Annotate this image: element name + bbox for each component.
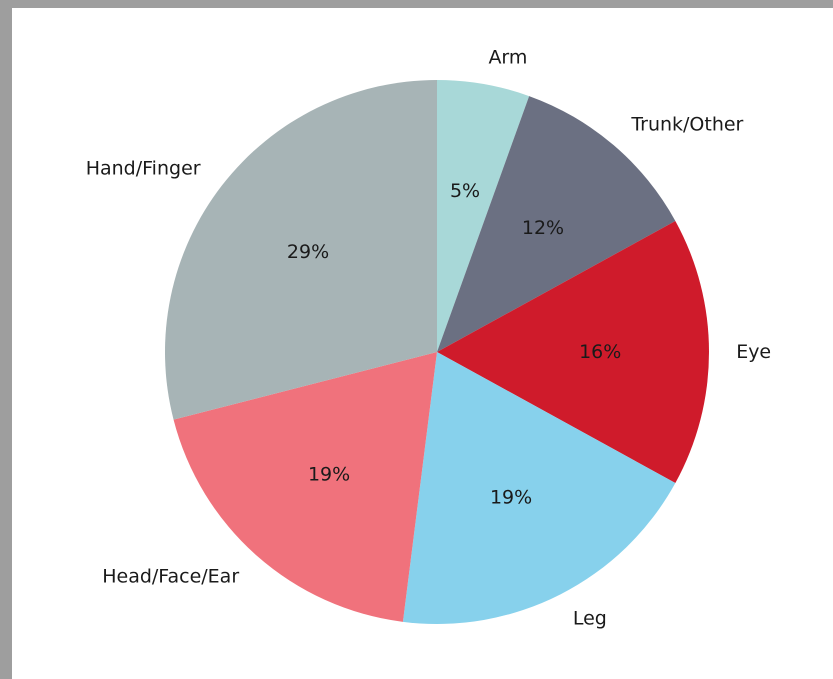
pct-label-leg: 19%	[490, 486, 532, 508]
pie-slice-arm	[437, 80, 530, 352]
category-label-leg: Leg	[573, 608, 607, 630]
pie-slice-trunk-other	[437, 96, 676, 352]
pct-label-arm: 5%	[450, 180, 480, 202]
pct-label-trunk-other: 12%	[522, 217, 564, 239]
category-label-trunk-other: Trunk/Other	[630, 113, 743, 135]
pie-slice-eye	[437, 220, 709, 484]
category-label-hand-finger: Hand/Finger	[86, 158, 201, 180]
pie-slice-leg	[402, 352, 676, 624]
pct-label-eye: 16%	[579, 341, 621, 363]
pie-slice-head-face-ear	[173, 352, 437, 622]
pct-label-hand-finger: 29%	[287, 241, 329, 263]
category-label-head-face-ear: Head/Face/Ear	[102, 565, 239, 587]
category-label-arm: Arm	[488, 46, 527, 68]
pie-slice-hand-finger	[165, 80, 437, 420]
category-label-eye: Eye	[736, 341, 771, 363]
pct-label-head-face-ear: 19%	[308, 463, 350, 485]
